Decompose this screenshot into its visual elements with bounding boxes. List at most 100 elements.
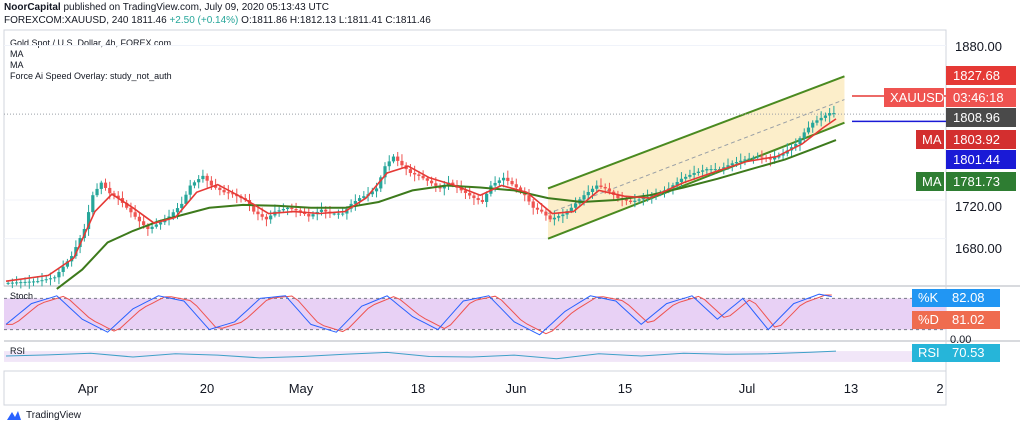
- candle-body: [823, 115, 828, 118]
- price-tag[interactable]: 1827.68: [946, 66, 1016, 85]
- price-tag[interactable]: 03:46:18 XAUUSD: [884, 88, 1016, 107]
- candle-body: [485, 193, 489, 202]
- candle: [256, 207, 260, 221]
- candle: [379, 175, 383, 193]
- price-tag[interactable]: 1801.44: [946, 150, 1016, 169]
- indicator-tag-value: 81.02: [952, 312, 985, 327]
- candle-body: [552, 217, 556, 220]
- candle-body: [675, 181, 679, 186]
- candle: [95, 183, 99, 198]
- legend-overlay[interactable]: Force Ai Speed Overlay: study_not_auth: [10, 71, 172, 81]
- candle-body: [222, 190, 226, 193]
- price-tag[interactable]: 1808.96: [946, 108, 1016, 127]
- candle-body: [154, 224, 158, 227]
- price-tag[interactable]: 1880.00: [955, 39, 1002, 54]
- x-tick-label: 13: [844, 381, 858, 396]
- candle: [383, 162, 387, 185]
- price-tag-value: 03:46:18: [953, 90, 1004, 105]
- price-axis-label: 1720.00: [955, 199, 1002, 214]
- candle: [264, 213, 269, 227]
- candle-body: [540, 209, 544, 212]
- footer-brand[interactable]: TradingView: [6, 409, 81, 421]
- price-tag-label-box: [884, 88, 944, 107]
- channel-upper-line[interactable]: [547, 75, 845, 190]
- candle-body: [112, 193, 116, 196]
- price-tag-label-box: [916, 130, 944, 149]
- rsi-tag[interactable]: RSI 70.53: [912, 344, 1000, 362]
- price-tag[interactable]: 1680.00: [955, 241, 1002, 256]
- candle-body: [336, 213, 341, 215]
- indicator-tag-value: 70.53: [952, 345, 985, 360]
- price-tag[interactable]: 1781.73 MA: [916, 172, 1016, 191]
- price-tag-label: MA: [922, 132, 942, 147]
- candle-body: [269, 215, 273, 220]
- candle-body: [99, 182, 103, 189]
- legend-ma-fast[interactable]: MA: [10, 49, 24, 59]
- stoch-k-line[interactable]: [5, 293, 832, 336]
- candle-body: [548, 215, 552, 220]
- channel-lower-line[interactable]: [547, 121, 845, 240]
- price-tag-label: MA: [922, 174, 942, 189]
- candle: [387, 155, 391, 171]
- candle-body: [400, 160, 404, 166]
- price-tag[interactable]: 1803.92 MA: [916, 130, 1016, 149]
- legend-ma-slow[interactable]: MA: [10, 60, 24, 70]
- candle-body: [307, 214, 311, 217]
- candle-body: [607, 188, 612, 192]
- indicator-tag-label: %D: [918, 312, 939, 327]
- candle-body: [205, 175, 209, 181]
- candle-body: [557, 216, 561, 218]
- candle: [510, 177, 514, 187]
- candle-body: [806, 127, 811, 133]
- channel-mid-line[interactable]: [547, 99, 845, 215]
- stoch-d-tag[interactable]: %D 81.02: [912, 311, 1000, 329]
- candle-body: [459, 187, 463, 191]
- rsi-label[interactable]: RSI: [10, 346, 26, 356]
- candle: [506, 170, 510, 186]
- price-tag-box: [946, 172, 1016, 191]
- candle: [222, 184, 226, 196]
- candle-body: [624, 199, 628, 201]
- candle-body: [518, 187, 523, 192]
- candle-body: [696, 171, 700, 173]
- candle-body: [747, 158, 751, 160]
- price-tag-value: 1827.68: [953, 68, 1000, 83]
- stoch-label[interactable]: Stoch: [10, 291, 34, 301]
- tradingview-logo-icon: [7, 411, 21, 420]
- candle-body: [214, 185, 218, 188]
- candle-body: [6, 282, 10, 284]
- candle: [815, 115, 819, 126]
- candle-body: [692, 172, 696, 175]
- candle-body: [180, 203, 184, 209]
- candle-body: [36, 281, 40, 283]
- candle-body: [379, 177, 383, 189]
- price-tag[interactable]: 1720.00: [955, 199, 1002, 214]
- candle: [103, 178, 108, 191]
- candle-body: [616, 194, 620, 199]
- price-tag-value: 1803.92: [953, 132, 1000, 147]
- candle: [442, 180, 446, 196]
- candle-body: [264, 216, 269, 220]
- indicator-tag-label-box: [912, 311, 946, 329]
- candle-body: [713, 169, 717, 171]
- candle-body: [137, 216, 141, 222]
- candle-body: [815, 120, 819, 123]
- candle-body: [590, 188, 595, 192]
- candle-body: [650, 195, 654, 197]
- candle-body: [501, 177, 506, 181]
- candle-body: [832, 113, 836, 115]
- rsi-line[interactable]: [5, 350, 837, 360]
- candle: [798, 136, 802, 151]
- candle: [129, 202, 133, 218]
- ma-fast-line[interactable]: [5, 118, 837, 282]
- candle-body: [298, 210, 302, 212]
- publisher-name[interactable]: NoorCapital: [4, 2, 61, 13]
- candle-body: [150, 226, 154, 230]
- candle: [192, 180, 197, 189]
- candle-body: [188, 185, 192, 195]
- stoch-k-tag[interactable]: %K 82.08: [912, 289, 1000, 307]
- candle-body: [14, 282, 19, 284]
- indicator-tag-label-box: [912, 289, 946, 307]
- candle-body: [362, 196, 366, 199]
